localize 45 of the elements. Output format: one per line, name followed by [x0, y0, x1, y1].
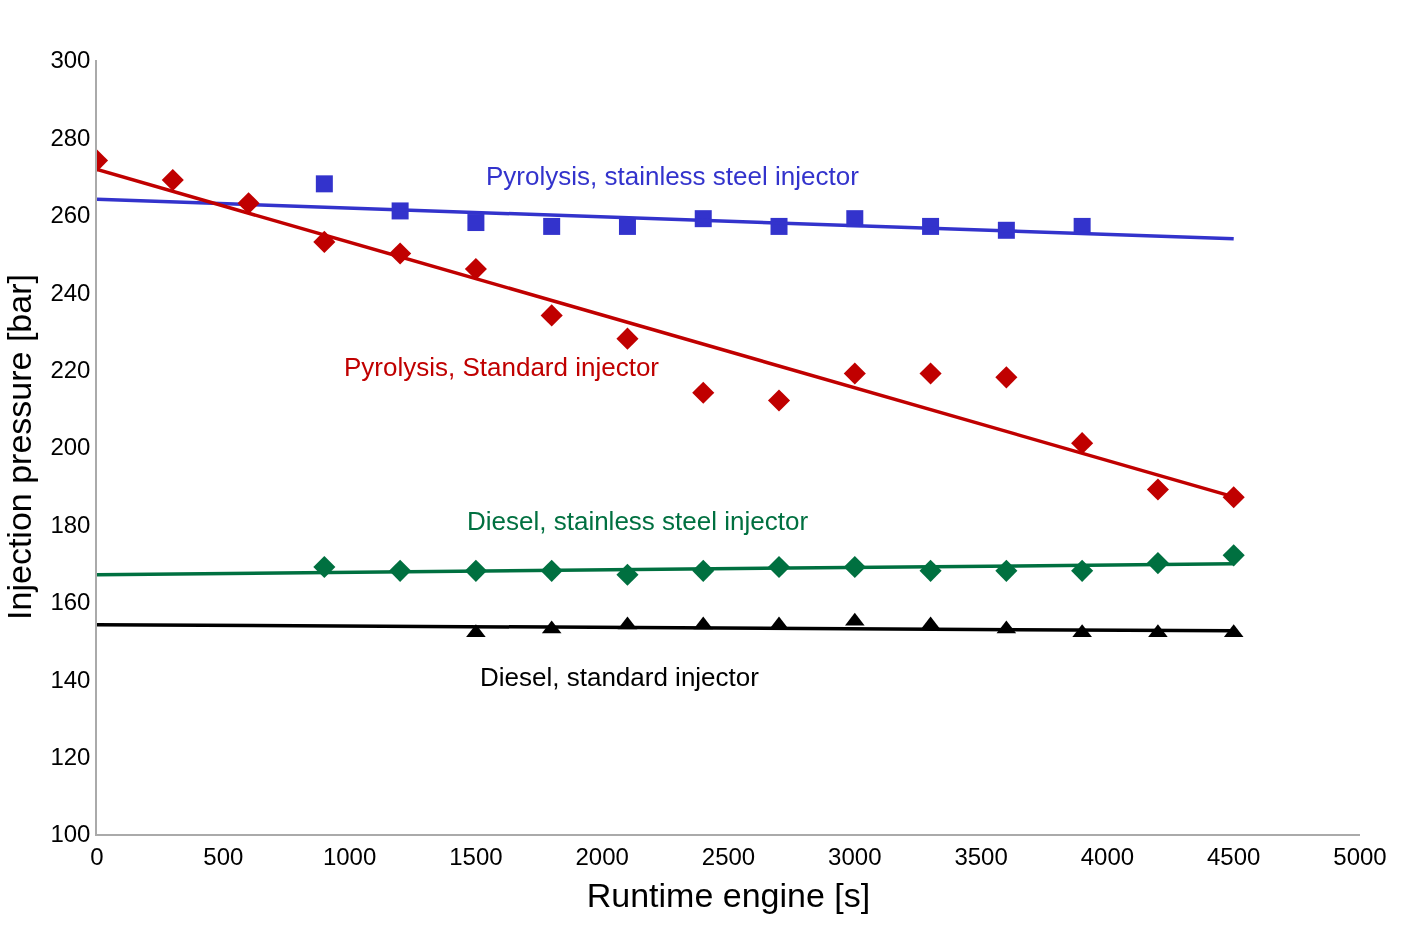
point — [618, 217, 636, 235]
y-axis-title: Injection pressure [bar] — [0, 274, 38, 620]
point — [1222, 544, 1245, 567]
point — [237, 192, 260, 215]
point — [995, 366, 1018, 389]
y-tick-label: 260 — [50, 201, 91, 229]
series-label: Diesel, standard injector — [480, 662, 760, 692]
y-tick-label: 240 — [50, 278, 91, 306]
point — [1222, 486, 1245, 509]
x-tick-label: 4000 — [1080, 842, 1135, 870]
point — [540, 304, 563, 327]
point — [767, 389, 791, 412]
point — [1146, 478, 1169, 501]
y-tick-label: 280 — [50, 123, 91, 151]
point — [692, 381, 715, 404]
series-label: Pyrolysis, stainless steel injector — [486, 161, 860, 191]
x-tick-label: 5000 — [1333, 842, 1387, 870]
x-tick-label: 3000 — [828, 842, 882, 870]
point — [161, 168, 184, 192]
y-tick-label: 120 — [50, 743, 91, 770]
point — [616, 327, 639, 350]
x-tick-label: 4500 — [1207, 842, 1261, 870]
x-tick-label: 0 — [90, 842, 104, 870]
point — [1071, 432, 1094, 455]
x-tick-label: 1000 — [322, 842, 377, 870]
point — [919, 362, 942, 385]
x-tick-label: 500 — [203, 842, 244, 870]
y-tick-label: 200 — [50, 433, 91, 461]
x-axis-title: Runtime engine [s] — [586, 876, 871, 915]
y-tick-label: 140 — [50, 665, 91, 693]
x-tick-label: 2500 — [701, 842, 756, 870]
y-tick-label: 180 — [50, 510, 91, 538]
y-tick-label: 160 — [50, 588, 91, 616]
point — [467, 214, 485, 232]
point — [843, 362, 866, 385]
series-label: Diesel, stainless steel injector — [467, 506, 809, 536]
x-tick-label: 3500 — [954, 842, 1008, 870]
y-tick-label: 100 — [50, 820, 91, 848]
x-tick-label: 1500 — [449, 842, 503, 870]
x-tick-label: 2000 — [575, 842, 629, 870]
point — [315, 175, 333, 193]
series-label: Pyrolysis, Standard injector — [344, 352, 660, 382]
y-tick-label: 220 — [50, 356, 91, 383]
point — [543, 217, 561, 235]
y-tick-label: 300 — [50, 46, 91, 74]
